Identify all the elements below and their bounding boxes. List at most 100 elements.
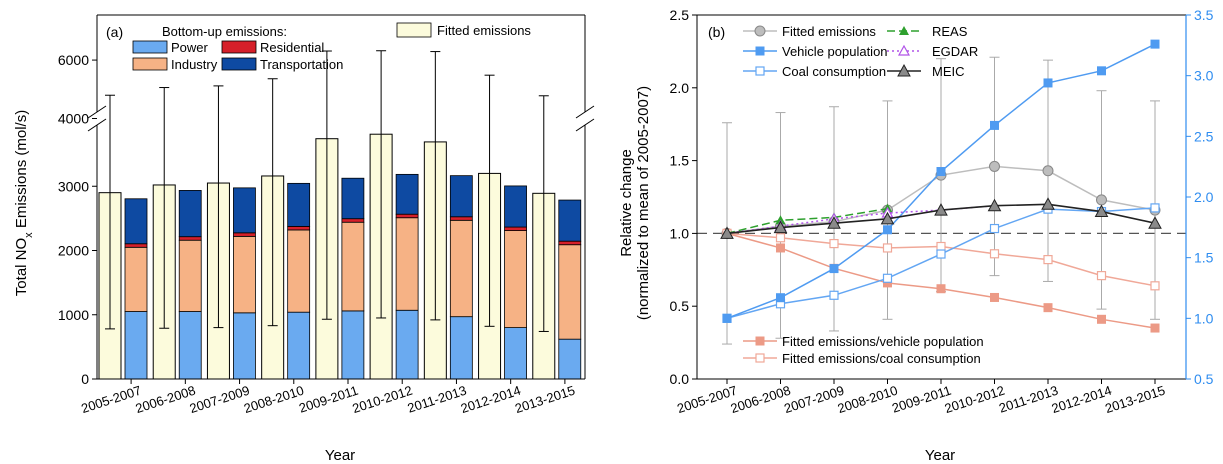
b-plot <box>697 39 1186 345</box>
b-legend-label: EGDAR <box>932 44 978 59</box>
data-point <box>936 284 946 294</box>
b-x-tick-label: 2013-2015 <box>1103 383 1167 416</box>
series-egdar <box>720 199 1001 238</box>
b-right-tick-label: 0.5 <box>1194 371 1214 387</box>
b-x-tick-label: 2012-2014 <box>1050 383 1114 416</box>
data-point <box>989 249 1000 259</box>
stacked-bar-transportation <box>395 173 419 215</box>
data-point <box>1097 314 1106 324</box>
a-y-tick-label: 1000 <box>58 307 89 323</box>
data-point <box>773 220 788 234</box>
b-legend-marker <box>755 66 765 76</box>
stacked-bar-power <box>558 338 582 380</box>
stacked-bar-industry <box>341 221 365 312</box>
data-point <box>882 273 893 283</box>
data-point <box>1043 303 1053 313</box>
stacked-bar-industry <box>124 246 148 312</box>
data-point <box>989 223 1000 234</box>
b-left-tick-label: 1.0 <box>670 225 690 241</box>
stacked-bar-transportation <box>504 185 527 228</box>
data-point <box>989 160 1000 172</box>
a-break-gap <box>573 112 597 125</box>
a-legend-swatch-industry <box>132 57 168 71</box>
data-point <box>1150 323 1160 333</box>
stacked-bar-power <box>341 310 365 380</box>
b-right-tick-label: 3.0 <box>1194 68 1214 84</box>
a-y-tick-label: 6000 <box>58 52 89 68</box>
a-x-tick-label: 2009-2011 <box>297 383 360 416</box>
stacked-bar-residential <box>341 218 365 223</box>
b-right-tick-label: 2.5 <box>1194 128 1214 144</box>
b-x-axis-label: Year <box>925 447 955 464</box>
a-y-tick-label: 0 <box>81 371 89 387</box>
data-point <box>829 290 839 300</box>
a-x-tick-label: 2007-2009 <box>188 383 252 416</box>
b-legend-marker <box>755 336 765 346</box>
a-legend-swatch-fitted <box>396 22 432 38</box>
b-legend-label: Vehicle population <box>782 44 888 59</box>
stacked-bar-transportation <box>178 190 202 238</box>
b-left-tick-label: 0.0 <box>670 371 690 387</box>
b-x-tick-label: 2010-2012 <box>943 383 1007 416</box>
stacked-bar-transportation <box>124 198 148 245</box>
data-point <box>936 241 946 252</box>
stacked-bar-power <box>504 327 527 380</box>
a-bars <box>98 50 582 380</box>
data-point <box>1043 255 1053 265</box>
b-x-tick-label: 2008-2010 <box>836 383 900 416</box>
stacked-bar-power <box>395 309 419 380</box>
stacked-bar-residential <box>449 216 473 221</box>
a-legend-title: Bottom-up emissions: <box>162 24 287 39</box>
data-point <box>775 233 786 243</box>
a-x-tick-label: 2010-2012 <box>350 383 414 416</box>
a-legend: Power Residential Industry Transportation Fi… <box>132 22 531 72</box>
stacked-bar-industry <box>558 244 582 340</box>
a-break-mark <box>575 105 595 119</box>
stacked-bar-industry <box>395 217 419 311</box>
data-point <box>720 226 734 239</box>
data-point <box>882 243 893 253</box>
data-point <box>827 216 841 229</box>
data-point <box>990 120 999 130</box>
data-point <box>1148 216 1162 229</box>
data-point <box>775 215 786 225</box>
stacked-bar-power <box>287 311 311 380</box>
data-point <box>829 264 839 274</box>
stacked-bar-residential <box>178 236 202 241</box>
stacked-bar-power <box>124 311 148 380</box>
stacked-bar-residential <box>287 226 311 231</box>
data-point <box>1097 66 1106 76</box>
data-point <box>1043 78 1053 88</box>
a-break-mark <box>575 118 595 132</box>
b-x-tick-label: 2009-2011 <box>890 383 953 416</box>
b-left-tick-label: 2.0 <box>670 80 690 96</box>
data-point <box>1096 194 1107 206</box>
b-legend-label: Fitted emissions <box>782 24 876 39</box>
b-legend: Fitted emissions Vehicle population Coal c… <box>743 24 984 366</box>
a-legend-swatch-transportation <box>221 57 257 71</box>
series-fitted-emissions <box>721 56 1161 345</box>
stacked-bar-residential <box>558 240 582 246</box>
a-x-tick-label: 2013-2015 <box>513 383 577 416</box>
a-x-tick-label: 2008-2010 <box>242 383 306 416</box>
b-x-tick-label: 2005-2007 <box>675 383 739 416</box>
data-point <box>1096 271 1107 281</box>
b-panel-label: (b) <box>708 24 725 40</box>
data-point <box>883 225 892 235</box>
b-x-tick-label: 2007-2009 <box>782 383 846 416</box>
data-point <box>1041 197 1055 210</box>
data-point <box>990 292 999 302</box>
stacked-bar-industry <box>233 235 256 314</box>
stacked-bar-industry <box>178 239 202 312</box>
stacked-bar-residential <box>233 232 256 237</box>
data-point <box>936 249 946 259</box>
b-legend-label: Coal consumption <box>782 64 886 79</box>
stacked-bar-industry <box>504 230 527 329</box>
data-point <box>1094 204 1109 218</box>
series-line <box>726 207 888 235</box>
a-legend-label-power: Power <box>171 40 209 55</box>
stacked-bar-industry <box>287 229 311 313</box>
b-left-tick-label: 1.5 <box>670 153 690 169</box>
b-x-tick-label: 2006-2008 <box>729 383 793 416</box>
